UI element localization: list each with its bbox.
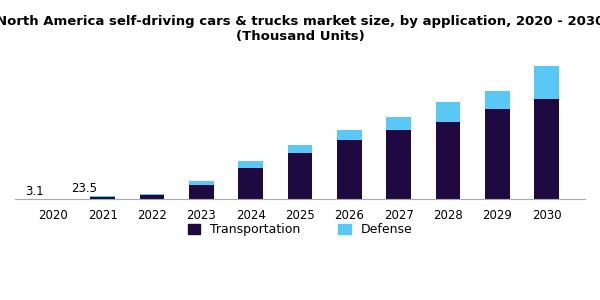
Bar	[140, 195, 164, 199]
Title: North America self-driving cars & trucks market size, by application, 2020 - 203: North America self-driving cars & trucks…	[0, 15, 600, 43]
Bar	[189, 185, 214, 199]
Bar	[337, 140, 362, 199]
Bar	[189, 182, 214, 185]
Bar	[238, 168, 263, 199]
Bar	[337, 130, 362, 140]
Bar	[436, 102, 460, 122]
Text: 23.5: 23.5	[71, 182, 97, 195]
Bar	[535, 99, 559, 199]
Bar	[436, 122, 460, 199]
Bar	[485, 109, 510, 199]
Bar	[386, 117, 411, 130]
Bar	[90, 196, 115, 197]
Bar	[140, 194, 164, 195]
Bar	[238, 161, 263, 168]
Bar	[485, 92, 510, 109]
Bar	[287, 153, 313, 199]
Bar	[386, 130, 411, 199]
Bar	[287, 145, 313, 153]
Bar	[90, 197, 115, 199]
Legend: Transportation, Defense: Transportation, Defense	[183, 218, 417, 242]
Text: 3.1: 3.1	[25, 185, 44, 198]
Bar	[535, 66, 559, 99]
